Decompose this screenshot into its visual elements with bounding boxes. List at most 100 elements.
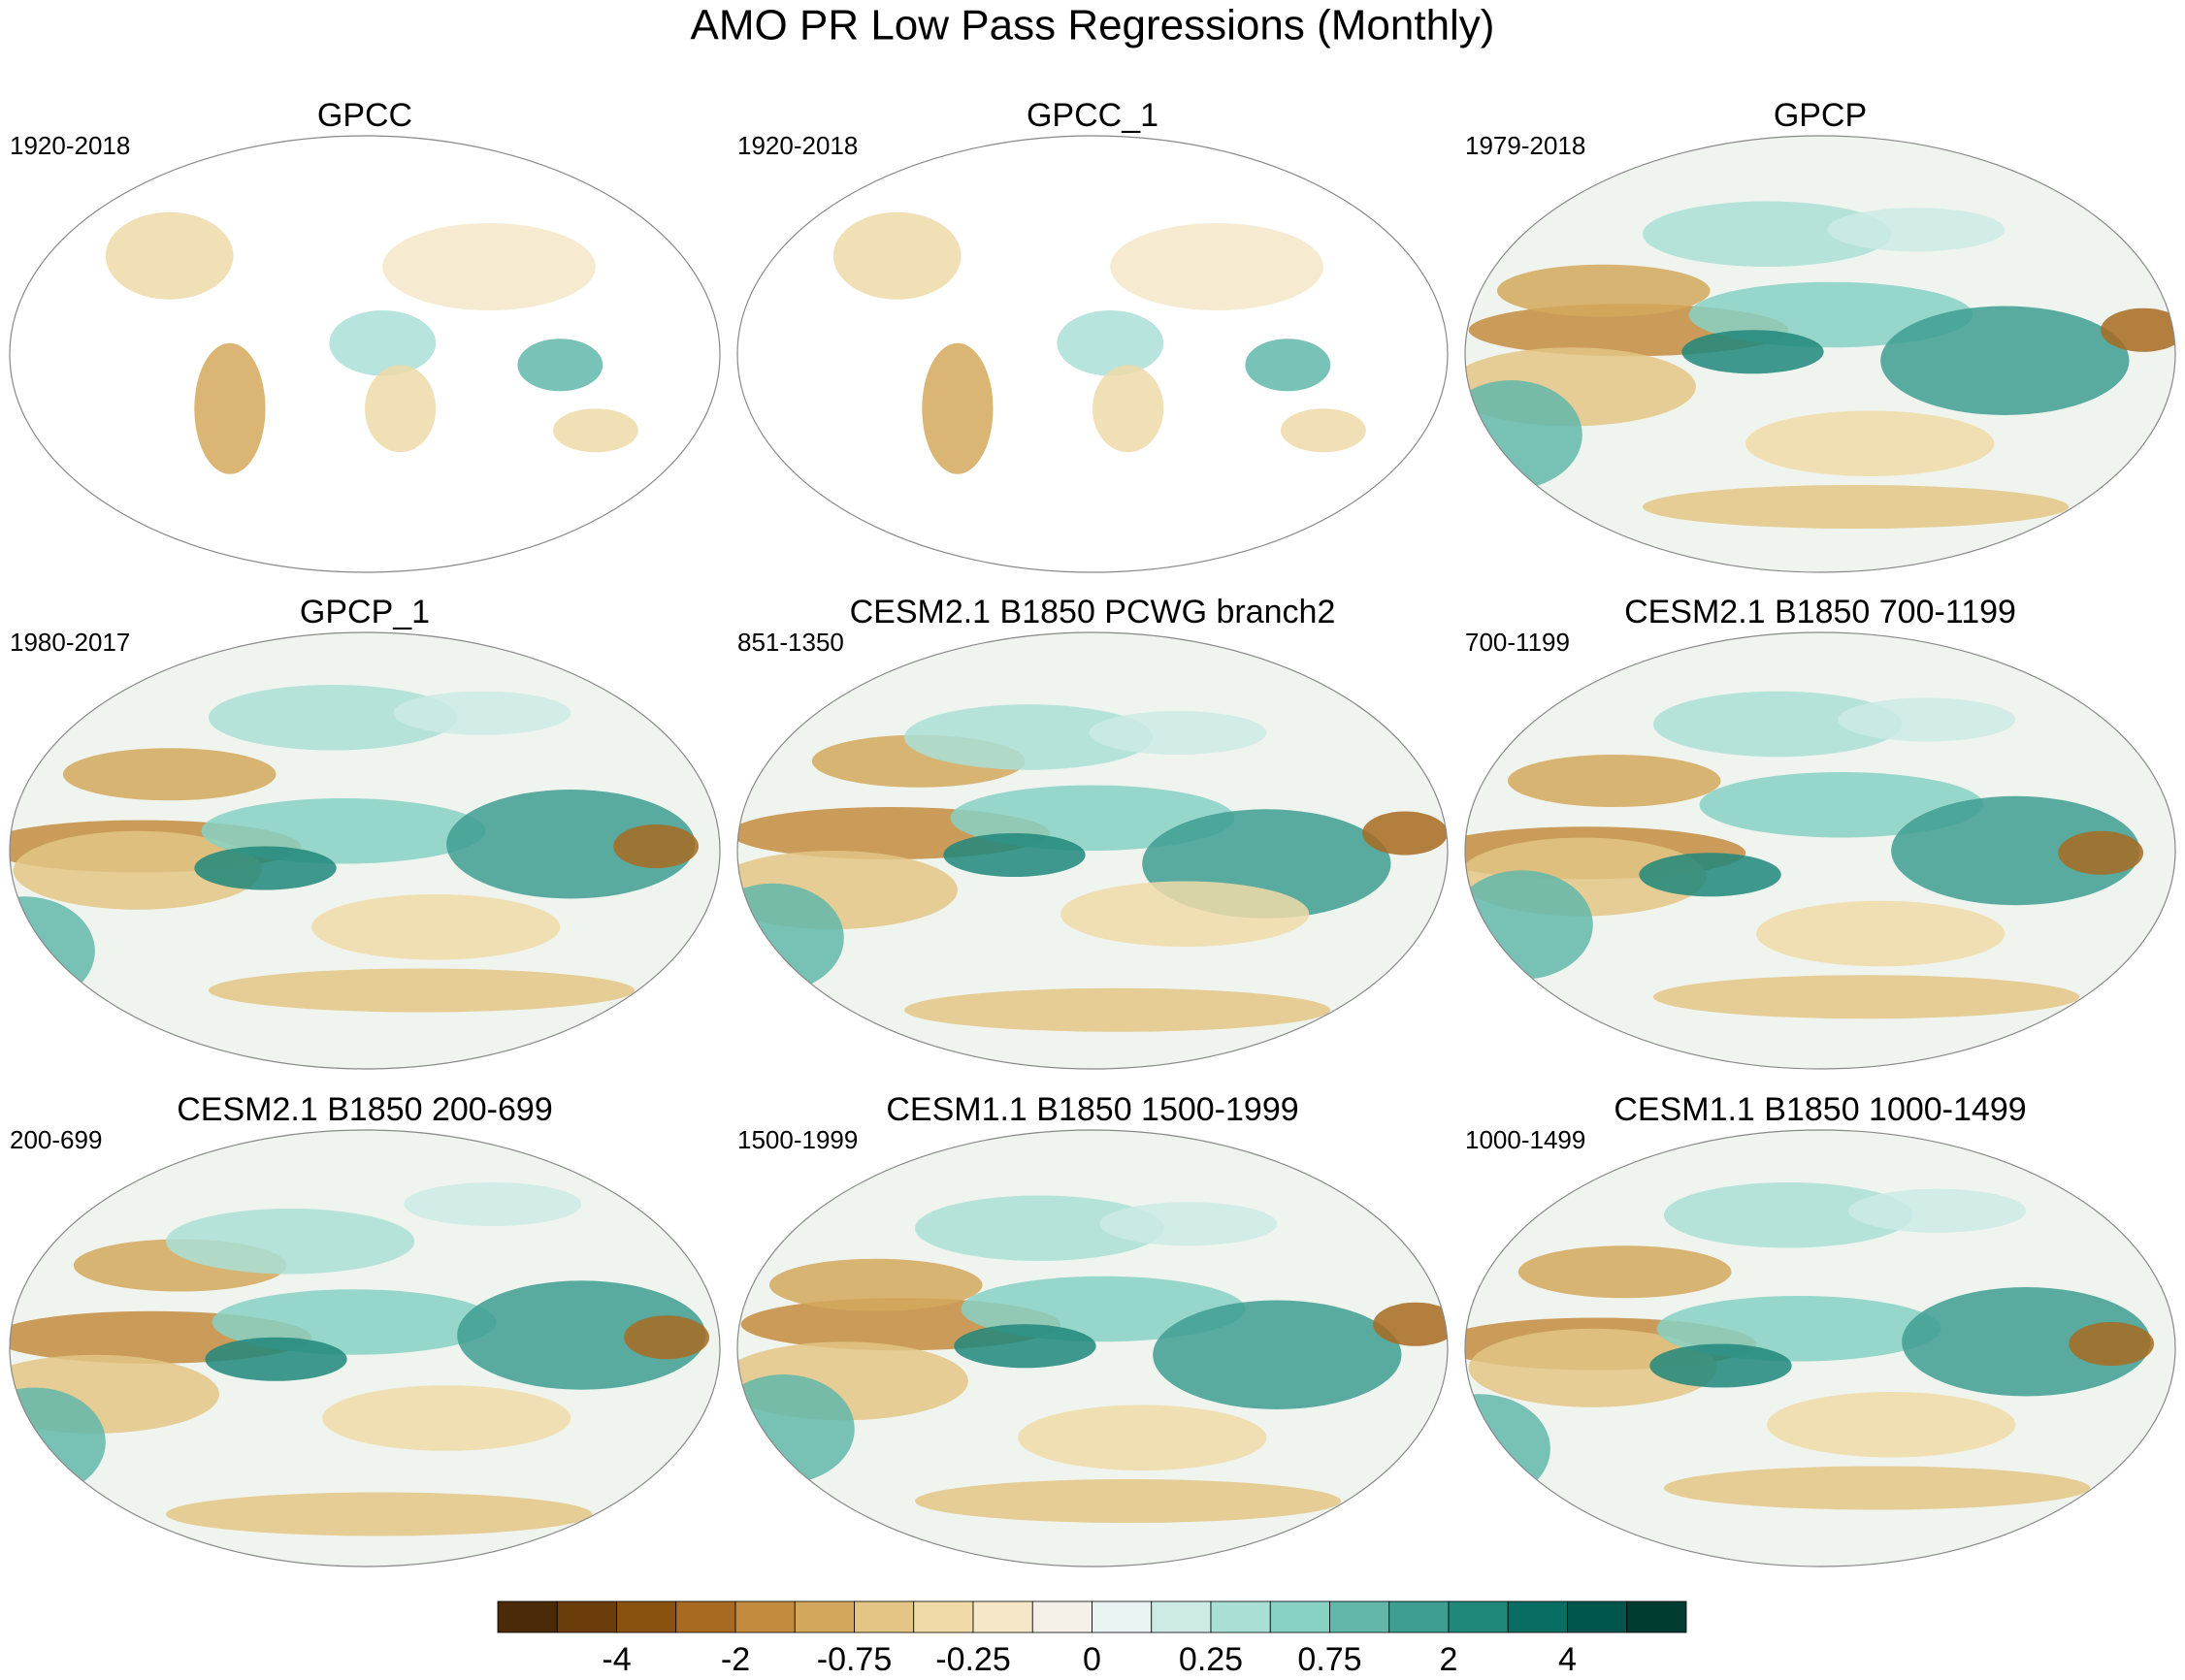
panel-title: CESM1.1 B1850 1500-1999 <box>886 1091 1298 1128</box>
colorbar-box <box>1269 1600 1330 1633</box>
map-blob <box>1517 1245 1732 1299</box>
map-field <box>1465 1182 2155 1510</box>
map-outline <box>1464 631 2176 1070</box>
colorbar-box <box>1507 1600 1568 1633</box>
colorbar-box <box>1092 1600 1153 1633</box>
map-outline <box>9 135 721 573</box>
map-blob <box>1507 755 1721 807</box>
map-panel <box>736 1129 1449 1567</box>
colorbar-box <box>1329 1600 1390 1633</box>
map-blob <box>13 830 262 910</box>
map-outline <box>736 135 1449 573</box>
colorbar-box <box>1388 1600 1450 1633</box>
map-blob <box>1643 201 1892 267</box>
colorbar-label: 0.25 <box>1179 1641 1243 1678</box>
map-blob <box>1891 795 2140 906</box>
map-blob <box>552 408 638 453</box>
map-panel <box>9 631 721 1070</box>
map-blob <box>1652 975 2080 1019</box>
map-blob <box>208 685 458 751</box>
colorbar-label: -4 <box>602 1641 631 1678</box>
panel-title: GPCP_1 <box>300 594 430 630</box>
map-blob <box>2058 830 2144 875</box>
panel-title: GPCC <box>317 97 412 134</box>
map-blob <box>1060 881 1310 947</box>
colorbar-box <box>556 1600 617 1633</box>
map-outline <box>736 631 1449 1070</box>
map-blob <box>1373 1302 1448 1346</box>
map-blob <box>1362 811 1448 856</box>
map-panel <box>1464 1129 2176 1567</box>
colorbar-box <box>616 1600 677 1633</box>
panel-title: CESM1.1 B1850 1000-1499 <box>1614 1091 2026 1128</box>
panel-period: 200-699 <box>10 1125 102 1154</box>
figure-title: AMO PR Low Pass Regressions (Monthly) <box>691 2 1495 49</box>
colorbar-box <box>854 1600 915 1633</box>
colorbar-box <box>1151 1600 1212 1633</box>
map-panel <box>736 135 1449 573</box>
map-field <box>832 211 1366 474</box>
map-blob <box>1681 330 1824 374</box>
map-field <box>1465 691 2144 1019</box>
map-blob <box>194 846 337 890</box>
panel-title: GPCP <box>1774 97 1867 134</box>
map-blob <box>1639 853 1781 897</box>
map-blob <box>1280 408 1366 453</box>
map-outline <box>736 1129 1449 1567</box>
map-blob <box>166 1209 415 1275</box>
map-panel <box>9 135 721 573</box>
map-blob <box>1848 1188 2027 1233</box>
map-blob <box>166 1492 593 1536</box>
map-blob <box>922 342 994 474</box>
map-outline <box>1464 1129 2176 1567</box>
map-blob <box>1643 485 2070 529</box>
panel-title: CESM2.1 B1850 200-699 <box>177 1091 552 1128</box>
map-blob <box>1018 1405 1267 1470</box>
colorbar-box <box>1448 1600 1509 1633</box>
map-panel <box>1464 631 2176 1070</box>
map-blob <box>832 211 962 300</box>
colorbar-label: -0.25 <box>935 1641 1011 1678</box>
map-blob <box>954 1324 1096 1369</box>
map-blob <box>915 1195 1164 1261</box>
map-field <box>737 1195 1448 1523</box>
map-blob <box>311 894 561 960</box>
map-blob <box>1827 208 2006 252</box>
map-blob <box>1110 223 1323 310</box>
map-blob <box>1663 1182 1913 1248</box>
map-blob <box>943 833 1086 877</box>
map-blob <box>904 987 1331 1032</box>
colorbar-box <box>1567 1600 1628 1633</box>
map-blob <box>517 339 603 392</box>
map-outline <box>9 631 721 1070</box>
colorbar-box <box>913 1600 974 1633</box>
map-blob <box>1767 1392 2016 1458</box>
colorbar-box <box>1626 1600 1687 1633</box>
map-blob <box>1756 900 2006 967</box>
map-blob <box>1468 1328 1717 1407</box>
map-blob <box>1245 339 1331 392</box>
map-blob <box>457 1280 706 1390</box>
colorbar-box <box>1210 1600 1271 1633</box>
map-blob <box>205 1337 347 1381</box>
map-blob <box>1649 1343 1792 1388</box>
map-field <box>10 1182 710 1536</box>
map-blob <box>208 968 636 1013</box>
colorbar-box <box>675 1600 736 1633</box>
panel-period: 1980-2017 <box>10 628 130 657</box>
panel-title: GPCC_1 <box>1027 97 1158 134</box>
panel-period: 1500-1999 <box>737 1125 858 1154</box>
map-panel <box>1464 135 2176 573</box>
map-blob <box>2101 307 2175 352</box>
map-blob <box>613 824 700 868</box>
panel-period: 1920-2018 <box>10 131 130 160</box>
map-blob <box>1089 711 1267 755</box>
map-blob <box>446 790 696 899</box>
map-blob <box>737 883 844 993</box>
panel-period: 1000-1499 <box>1465 1125 1585 1154</box>
map-field <box>737 704 1448 1032</box>
map-blob <box>904 704 1154 770</box>
map-blob <box>365 365 437 453</box>
map-blob <box>1092 365 1164 453</box>
